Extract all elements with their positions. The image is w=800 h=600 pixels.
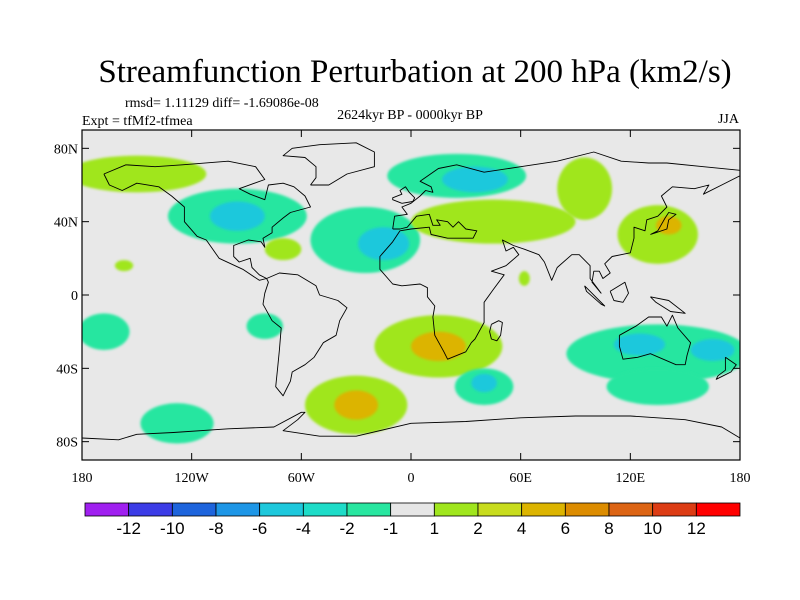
coastline-indonesia-borneo xyxy=(609,281,629,303)
anomaly-pacific-small xyxy=(114,260,134,272)
colorbar-label: 1 xyxy=(430,519,439,538)
colorbar-swatch xyxy=(521,502,566,517)
anomaly-tasman-inner xyxy=(690,339,735,361)
latitude-axis: 80N 40N 0 40S 80S xyxy=(54,142,740,451)
anomaly-arabia-small xyxy=(518,271,530,286)
anomaly-contours xyxy=(82,153,740,444)
colorbar-swatch xyxy=(564,502,610,517)
colorbar-swatch xyxy=(128,502,173,517)
anomaly-europe-band xyxy=(411,199,576,244)
colorbar-swatch xyxy=(477,502,523,517)
colorbar-swatch xyxy=(652,502,697,517)
colorbar-swatch xyxy=(259,502,304,517)
lon-tick-label: 120W xyxy=(175,471,210,486)
colorbar-swatch xyxy=(215,502,261,517)
colorbar-label: 2 xyxy=(473,519,482,538)
colorbar-label: -10 xyxy=(160,519,185,538)
map-title: Streamfunction Perturbation at 200 hPa (… xyxy=(98,54,731,90)
anomaly-australia-inner xyxy=(613,333,666,356)
colorbar-label: -8 xyxy=(208,519,223,538)
colorbar-swatch xyxy=(84,502,130,517)
lon-tick-label: 120E xyxy=(616,471,646,486)
coastline-new-zealand xyxy=(715,356,737,380)
anomaly-indian-ocean-inner xyxy=(471,373,497,393)
stats-text: rmsd= 1.11129 diff= -1.69086e-08 xyxy=(125,96,319,111)
lon-tick-label: 0 xyxy=(408,471,415,486)
colorbar-label: -2 xyxy=(339,519,354,538)
coastline-south-america xyxy=(262,272,348,397)
colorbar-label: -1 xyxy=(383,519,398,538)
colorbar-label: 6 xyxy=(561,519,570,538)
anomaly-gulf-mexico xyxy=(264,238,302,261)
longitude-axis: 180 120W 60W 0 60E 120E 180 xyxy=(72,130,751,486)
colorbar-label: 10 xyxy=(643,519,662,538)
experiment-label: Expt = tfMf2-tfmea xyxy=(82,114,193,129)
lat-tick-label: 0 xyxy=(71,289,78,304)
colorbar-swatch xyxy=(695,502,741,517)
anomaly-na-east-inner xyxy=(209,201,265,231)
lon-tick-label: 60W xyxy=(288,471,316,486)
anomaly-southern-ocean-inner xyxy=(334,390,379,420)
anomaly-central-asia xyxy=(557,157,613,220)
coastline-australia xyxy=(618,314,692,366)
lat-tick-label: 40S xyxy=(56,362,78,377)
anomaly-south-atlantic-inner xyxy=(411,331,466,362)
lon-tick-label: 180 xyxy=(72,471,93,486)
lon-tick-label: 180 xyxy=(730,471,751,486)
coastline-north-america xyxy=(103,160,311,281)
colorbar-swatch xyxy=(390,502,435,517)
colorbar-label: -12 xyxy=(116,519,141,538)
anomaly-east-pacific xyxy=(140,403,214,444)
coastline-uk-ireland xyxy=(392,186,416,204)
colorbar-label: 4 xyxy=(517,519,526,538)
anomaly-japan-core xyxy=(655,216,682,235)
coastline-new-guinea xyxy=(650,296,686,314)
coastline-madagascar xyxy=(489,320,503,342)
lon-tick-label: 60E xyxy=(509,471,532,486)
coastline-antarctica xyxy=(82,411,740,441)
coastline-eurasia-africa xyxy=(379,151,740,360)
coastlines xyxy=(82,142,740,441)
lat-tick-label: 80S xyxy=(56,436,78,451)
colorbar-label: -4 xyxy=(296,519,311,538)
colorbar-swatch xyxy=(433,502,479,517)
lat-tick-label: 40N xyxy=(54,216,78,231)
anomaly-atlantic-inner xyxy=(357,227,410,261)
anomaly-south-pacific-west xyxy=(82,313,130,350)
lat-tick-label: 80N xyxy=(54,142,78,157)
colorbar-swatch xyxy=(171,502,217,517)
anomaly-south-indian xyxy=(606,368,709,405)
anomaly-east-asia xyxy=(617,205,698,264)
coastline-sumatra xyxy=(584,285,606,307)
coastline-greenland xyxy=(282,142,375,186)
colorbar-label: 8 xyxy=(604,519,613,538)
season-label: JJA xyxy=(718,112,740,127)
colorbar-swatch xyxy=(302,502,348,517)
coastline-japan xyxy=(650,212,677,235)
colorbar-label: -6 xyxy=(252,519,267,538)
colorbar-label: 12 xyxy=(687,519,706,538)
period-label: 2624kyr BP - 0000kyr BP xyxy=(337,108,483,123)
colorbar-swatch xyxy=(608,502,654,517)
colorbar-swatch xyxy=(346,502,392,517)
colorbar: -12 -10 -8 -6 -4 -2 -1 1 2 4 6 8 10 12 xyxy=(84,502,741,538)
anomaly-north-pacific xyxy=(82,155,207,193)
anomaly-peru-small xyxy=(246,313,284,339)
anomaly-scandinavia-inner xyxy=(442,166,508,193)
